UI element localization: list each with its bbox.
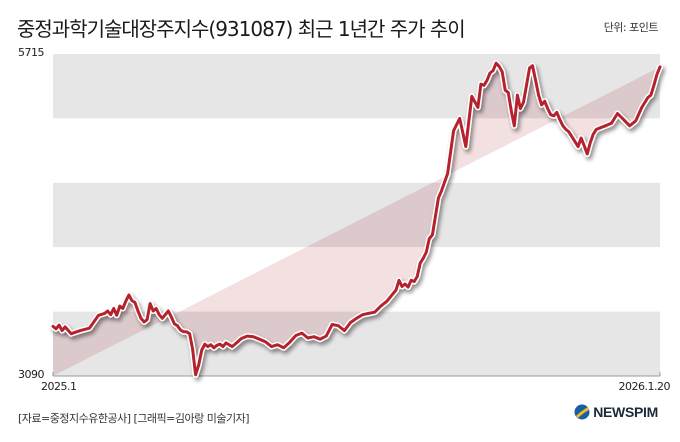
chart-title: 중정과학기술대장주지수(931087) 최근 1년간 주가 추이 (17, 17, 466, 41)
newspim-logo: NEWSPIM (574, 404, 658, 420)
unit-label: 단위: 포인트 (603, 21, 659, 34)
newspim-wordmark: NEWSPIM (593, 404, 658, 420)
x-axis-end-label: 2026.1.20 (618, 380, 671, 393)
y-axis-max-label: 5715 (18, 46, 45, 59)
grid-band (53, 54, 660, 119)
price-line (51, 61, 662, 377)
newspim-globe-icon (574, 404, 590, 420)
grid-band (53, 118, 660, 183)
source-credit: [자료=중정지수유한공사] [그래픽=김아랑 미술기자] (18, 412, 250, 425)
x-axis-start-label: 2025.1 (41, 380, 77, 393)
y-axis-min-label: 3090 (18, 368, 45, 381)
